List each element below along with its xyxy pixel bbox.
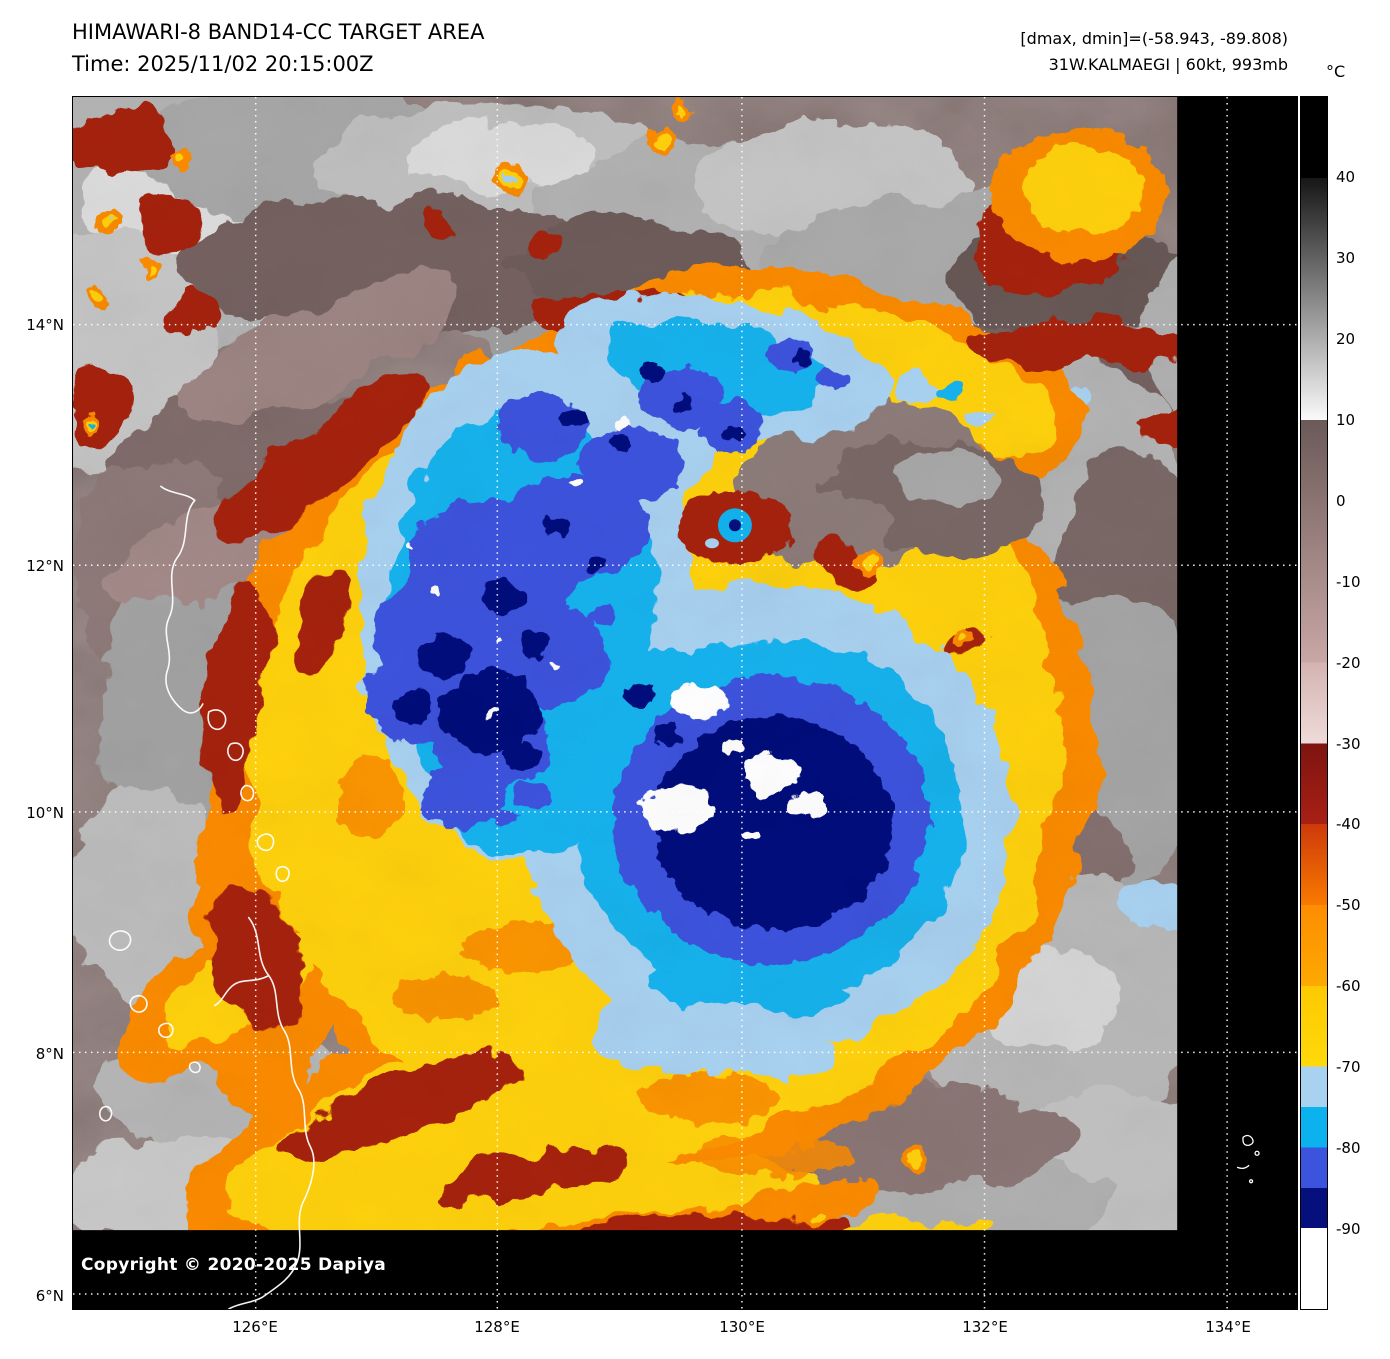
time-label: Time: 2025/11/02 20:15:00Z: [72, 52, 374, 76]
small-islands: [1236, 1134, 1260, 1184]
copyright-label: Copyright © 2020-2025 Dapiya: [81, 1255, 386, 1275]
satellite-image: [73, 97, 1297, 1309]
dmax-dmin-label: [dmax, dmin]=(-58.943, -89.808): [1020, 29, 1288, 48]
colorbar-tick-m90: -90: [1336, 1220, 1361, 1238]
colorbar: [1300, 96, 1328, 1310]
page-title: HIMAWARI-8 BAND14-CC TARGET AREA: [72, 20, 485, 44]
lon-label-128e: 128°E: [474, 1318, 520, 1336]
lat-label-10n: 10°N: [26, 804, 64, 822]
colorbar-tick-m70: -70: [1336, 1058, 1361, 1076]
gridlines: [73, 97, 1297, 1309]
colorbar-tick-m40: -40: [1336, 815, 1361, 833]
lon-label-126e: 126°E: [232, 1318, 278, 1336]
lat-label-6n: 6°N: [35, 1287, 64, 1305]
lat-label-14n: 14°N: [26, 316, 64, 334]
lat-label-12n: 12°N: [26, 557, 64, 575]
colorbar-tick-40: 40: [1336, 168, 1356, 186]
coastlines: [98, 485, 315, 1309]
colorbar-tick-m20: -20: [1336, 654, 1361, 672]
no-data-bands: [73, 97, 1297, 1309]
header-info: [dmax, dmin]=(-58.943, -89.808) 31W.KALM…: [1020, 26, 1288, 78]
lon-label-130e: 130°E: [719, 1318, 765, 1336]
lon-label-132e: 132°E: [962, 1318, 1008, 1336]
lat-label-8n: 8°N: [35, 1045, 64, 1063]
foreground-texture: [73, 97, 1297, 1309]
lon-label-134e: 134°E: [1205, 1318, 1251, 1336]
storm-info-label: 31W.KALMAEGI | 60kt, 993mb: [1048, 55, 1288, 74]
colorbar-unit-label: °C: [1326, 62, 1346, 81]
colorbar-tick-20: 20: [1336, 330, 1356, 348]
colorbar-tick-m30: -30: [1336, 735, 1361, 753]
colorbar-tick-m60: -60: [1336, 977, 1361, 995]
colorbar-tick-m50: -50: [1336, 896, 1361, 914]
map-area: Copyright © 2020-2025 Dapiya: [72, 96, 1298, 1310]
colorbar-tick-m80: -80: [1336, 1139, 1361, 1157]
colorbar-tick-10: 10: [1336, 411, 1356, 429]
colorbar-tick-0: 0: [1336, 492, 1346, 510]
colorbar-gradient: [1301, 97, 1327, 1309]
colorbar-tick-m10: -10: [1336, 573, 1361, 591]
colorbar-tick-30: 30: [1336, 249, 1356, 267]
